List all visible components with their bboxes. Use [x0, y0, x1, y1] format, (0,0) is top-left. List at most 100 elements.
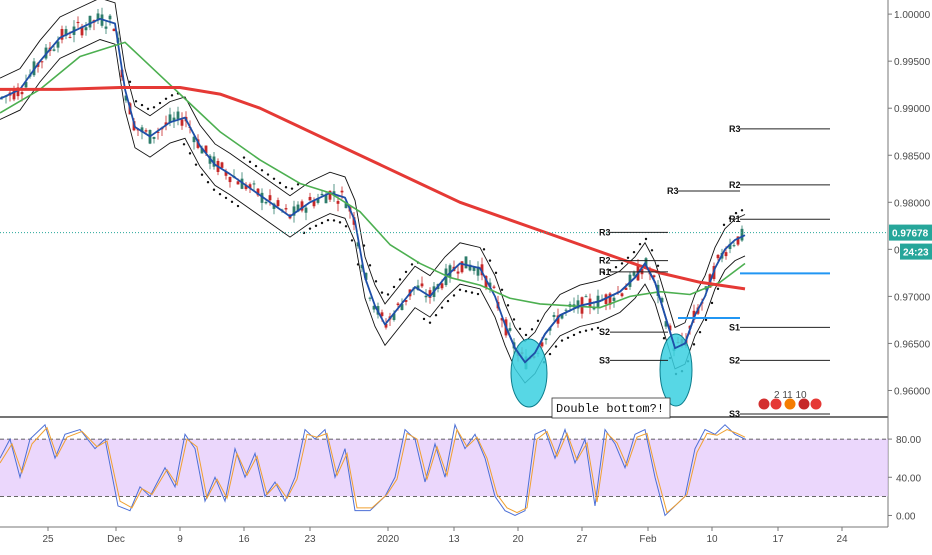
sar-dot: [476, 292, 480, 296]
sar-dot: [734, 211, 738, 215]
candle-body: [204, 145, 208, 154]
sar-dot: [578, 330, 582, 334]
sar-dot: [368, 264, 372, 267]
sar-dot: [740, 209, 744, 212]
candle-body: [692, 310, 696, 320]
sar-dot: [584, 329, 588, 332]
sar-dot: [524, 333, 528, 337]
price-pane: 2 11 10: [0, 0, 888, 411]
candle-body: [112, 28, 116, 32]
candle-body: [272, 203, 276, 209]
sar-dot: [536, 319, 540, 323]
sar-dot: [296, 183, 300, 186]
sar-dot: [398, 278, 402, 281]
price-tick-label: 0.98500: [894, 151, 931, 162]
sar-dot: [566, 336, 570, 339]
sar-dot: [140, 103, 144, 107]
sar-dot: [254, 164, 258, 168]
sar-dot: [350, 239, 354, 242]
annotation-text: Double bottom?!: [556, 402, 664, 416]
candle-body: [384, 323, 388, 328]
sar-dot: [152, 106, 156, 109]
sar-dot: [200, 173, 204, 176]
sar-dot: [704, 318, 708, 322]
candle-body: [664, 321, 668, 327]
economic-event-icon[interactable]: [809, 397, 823, 411]
candle-body: [624, 287, 628, 290]
economic-event-icon[interactable]: [757, 397, 771, 411]
sar-dot: [488, 259, 492, 262]
candle-body: [460, 261, 464, 273]
candle-body: [628, 274, 632, 287]
price-tick-label: 0.99000: [894, 104, 931, 115]
sar-dot: [560, 339, 564, 342]
candle-body: [68, 36, 72, 38]
candle-body: [156, 131, 160, 133]
sar-dot: [206, 181, 210, 184]
candle-body: [732, 245, 736, 247]
candle-body: [468, 264, 472, 271]
last-price-badge: [889, 224, 932, 241]
double-bottom-ellipse-right[interactable]: [659, 333, 693, 407]
candle-body: [144, 130, 148, 132]
candle-body: [108, 15, 112, 20]
sar-dot: [722, 223, 726, 227]
candle-body: [252, 183, 256, 185]
axes: 1.000000.995000.990000.985000.980000.975…: [42, 10, 932, 545]
sar-dot: [710, 301, 714, 305]
candle-body: [308, 196, 312, 201]
sar-dot: [500, 288, 504, 291]
pivot-label-r3: R3: [667, 186, 679, 196]
sar-dot: [446, 299, 450, 303]
candle-body: [304, 207, 308, 213]
sar-dot: [386, 293, 390, 296]
annotation-box[interactable]: [551, 397, 671, 419]
time-tick-label: 17: [772, 534, 784, 545]
economic-event-icon[interactable]: [769, 397, 783, 411]
candle-body: [544, 338, 548, 341]
candle-body: [576, 300, 580, 309]
pivot-label-s3: S3: [729, 409, 740, 419]
sar-dot: [242, 156, 246, 159]
candle-body: [360, 264, 364, 269]
sar-dot: [692, 343, 696, 346]
price-tick-label: 0.96000: [894, 386, 931, 397]
sar-dot: [470, 291, 474, 294]
candle-body: [324, 194, 328, 204]
candle-body: [56, 41, 60, 48]
candle-body: [380, 312, 384, 317]
blue-ma-line: [0, 17, 746, 364]
sar-dot: [572, 333, 576, 337]
candle-body: [368, 297, 372, 299]
sar-dot: [224, 196, 228, 200]
candle-body: [728, 243, 732, 250]
candle-body: [236, 181, 240, 185]
sar-dot: [464, 290, 468, 293]
sar-dot: [530, 328, 534, 331]
candle-body: [104, 26, 108, 29]
candle-body: [220, 162, 224, 168]
price-tick-label: 0.96500: [894, 339, 931, 350]
candle-body: [192, 136, 196, 143]
sar-dot: [392, 285, 396, 289]
sar-dot: [548, 352, 552, 356]
sar-dot: [728, 217, 732, 220]
sar-dot: [434, 314, 438, 317]
candle-body: [24, 81, 28, 88]
candle-body: [344, 203, 348, 209]
sar-dot: [632, 250, 636, 254]
sar-dot: [440, 306, 444, 309]
candle-body: [724, 252, 728, 257]
last-price-label: 0.97678: [892, 229, 929, 240]
time-tick-label: 23: [304, 534, 316, 545]
sar-dot: [716, 287, 720, 291]
candle-body: [284, 208, 288, 210]
sar-dot: [356, 263, 360, 266]
candle-body: [312, 201, 316, 207]
sar-dot: [284, 186, 288, 189]
candle-body: [508, 328, 512, 331]
economic-event-icon[interactable]: [783, 397, 797, 411]
sar-dot: [338, 221, 342, 224]
candle-body: [584, 296, 588, 298]
